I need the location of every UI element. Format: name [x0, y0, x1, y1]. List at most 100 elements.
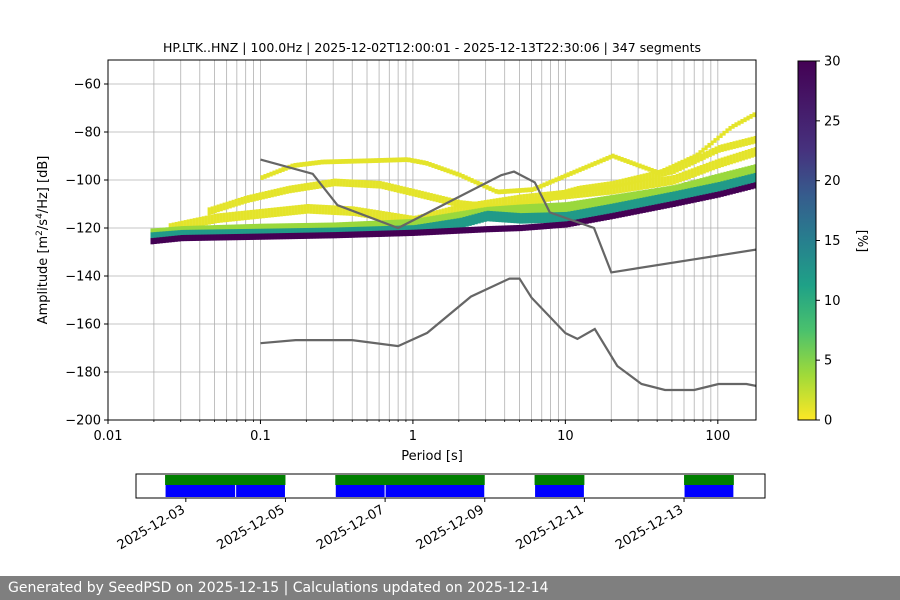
y-tick-label: −200	[65, 414, 101, 429]
heatmap-cell	[672, 166, 676, 174]
heatmap-cell	[537, 203, 541, 217]
heatmap-cell	[261, 233, 265, 240]
heatmap-cell	[302, 161, 306, 167]
heatmap-cell	[450, 206, 454, 216]
heatmap-cell	[381, 181, 385, 190]
heatmap-cell	[740, 118, 744, 124]
heatmap-cell	[582, 199, 586, 213]
heatmap-cell	[618, 202, 622, 213]
heatmap-cell	[305, 161, 309, 167]
heatmap-cell	[266, 172, 270, 178]
heatmap-cell	[591, 207, 595, 218]
heatmap-cell	[450, 227, 454, 235]
heatmap-cell	[663, 176, 667, 187]
heatmap-cell	[269, 171, 273, 177]
heatmap-cell	[588, 184, 592, 192]
heatmap-cell	[552, 222, 556, 229]
heatmap-cell	[527, 187, 531, 193]
heatmap-cell	[501, 225, 505, 232]
heatmap-cell	[591, 197, 595, 212]
y-tick-label: −100	[65, 174, 101, 189]
heatmap-cell	[300, 204, 304, 215]
heatmap-cell	[288, 232, 292, 240]
heatmap-cell	[462, 200, 466, 209]
heatmap-cell	[360, 231, 364, 238]
ppsd-heatmap	[150, 110, 756, 245]
heatmap-cell	[344, 158, 348, 164]
heatmap-cell	[291, 232, 295, 240]
heatmap-cell	[645, 179, 649, 189]
heatmap-cell	[455, 171, 459, 177]
heatmap-cell	[336, 178, 340, 187]
heatmap-cell	[657, 177, 661, 188]
heatmap-cell	[486, 210, 490, 222]
heatmap-cell	[342, 231, 346, 239]
heatmap-cell	[531, 203, 535, 218]
heatmap-cell	[270, 207, 274, 218]
heatmap-cell	[440, 166, 444, 172]
heatmap-cell	[552, 202, 556, 217]
heatmap-cell	[480, 202, 484, 211]
heatmap-cell	[363, 180, 367, 188]
heatmap-cell	[368, 158, 372, 164]
heatmap-cell	[441, 195, 445, 204]
heatmap-cell	[747, 174, 751, 186]
heatmap-cell	[546, 194, 550, 202]
heatmap-cell	[689, 155, 693, 161]
heatmap-cell	[627, 192, 631, 206]
heatmap-cell	[549, 193, 553, 201]
heatmap-cell	[578, 167, 582, 173]
heatmap-cell	[306, 204, 310, 214]
heatmap-cell	[171, 235, 175, 243]
heatmap-cell	[285, 206, 289, 216]
heatmap-cell	[663, 202, 667, 209]
heatmap-cell	[279, 233, 283, 240]
footer-text: Generated by SeedPSD on 2025-12-15 | Cal…	[8, 580, 549, 596]
heatmap-cell	[225, 234, 229, 241]
heatmap-cell	[342, 179, 346, 187]
heatmap-cell	[651, 178, 655, 189]
heatmap-cell	[513, 195, 517, 205]
heatmap-cell	[381, 230, 385, 237]
heatmap-cell	[407, 157, 411, 163]
heatmap-cell	[165, 236, 169, 243]
heatmap-cell	[738, 176, 742, 188]
heatmap-cell	[240, 196, 244, 205]
heatmap-cell	[345, 179, 349, 187]
heatmap-cell	[507, 205, 511, 219]
heatmap-cell	[222, 202, 226, 211]
heatmap-cell	[651, 188, 655, 202]
heatmap-cell	[585, 198, 589, 213]
heatmap-cell	[561, 202, 565, 216]
heatmap-cell	[671, 163, 675, 169]
heatmap-cell	[741, 167, 745, 181]
heatmap-cell	[156, 231, 160, 243]
heatmap-cell	[350, 158, 354, 164]
heatmap-cell	[294, 205, 298, 215]
heatmap-cell	[330, 205, 334, 215]
heatmap-cell	[459, 203, 463, 214]
heatmap-cell	[453, 198, 457, 207]
heatmap-cell	[633, 191, 637, 205]
heatmap-cell	[738, 186, 742, 193]
heatmap-cell	[429, 193, 433, 201]
heatmap-cell	[312, 232, 316, 239]
x-axis-ticks: 0.01 0.1 1 10 100	[94, 420, 730, 444]
heatmap-cell	[324, 204, 328, 215]
heatmap-cell	[204, 234, 208, 241]
heatmap-cell	[530, 187, 534, 193]
heatmap-cell	[561, 190, 565, 198]
heatmap-cell	[734, 122, 738, 128]
heatmap-cell	[642, 206, 646, 213]
heatmap-cell	[624, 177, 628, 186]
heatmap-cell	[753, 172, 756, 184]
heatmap-cell	[485, 184, 489, 190]
heatmap-cell	[573, 210, 577, 221]
heatmap-cell	[246, 210, 250, 220]
heatmap-cell	[534, 223, 538, 230]
heatmap-cell	[201, 216, 205, 226]
heatmap-cell	[381, 211, 385, 221]
heatmap-cell	[630, 191, 634, 206]
heatmap-cell	[393, 184, 397, 193]
heatmap-cell	[606, 204, 610, 215]
